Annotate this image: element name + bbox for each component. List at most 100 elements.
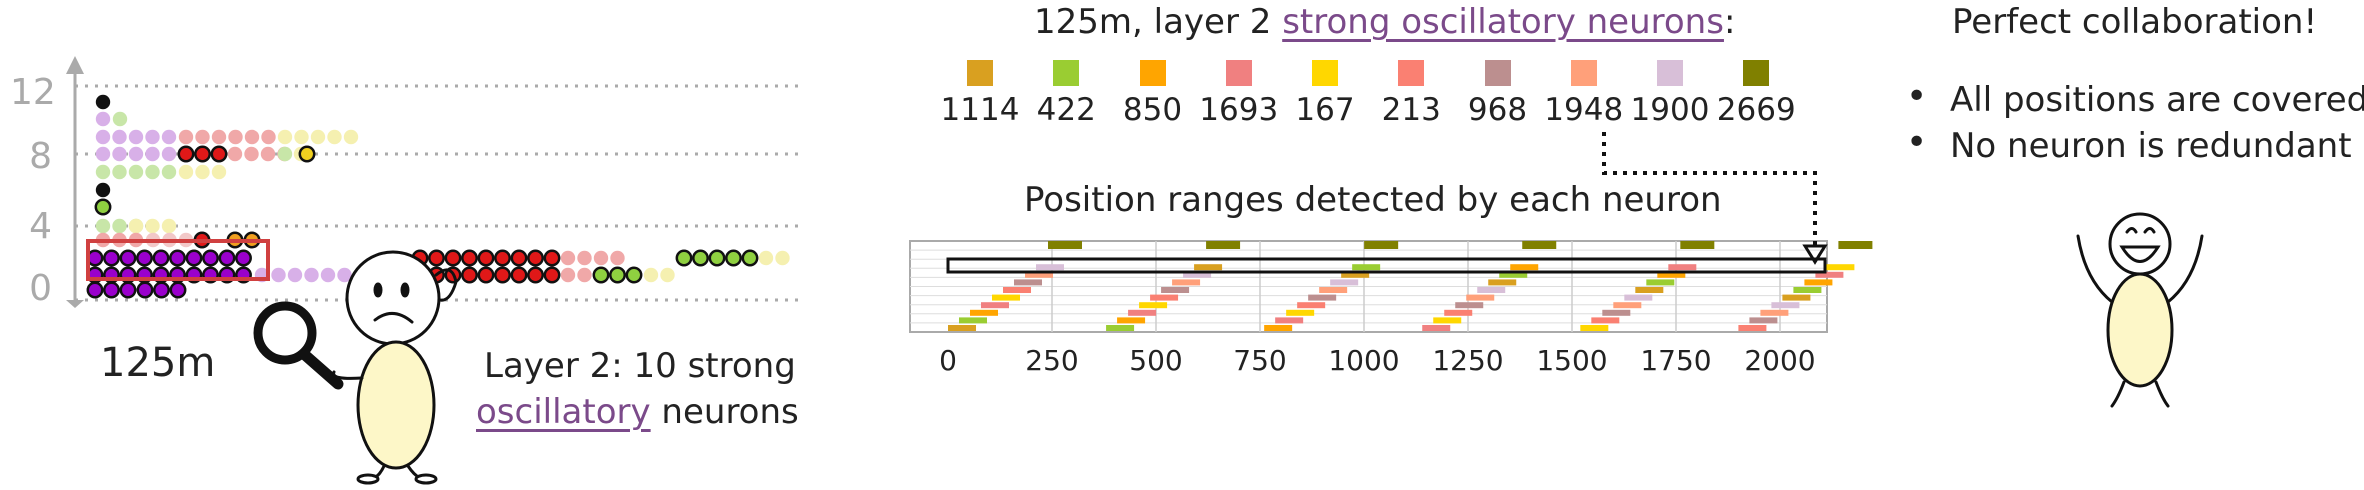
legend-swatch: [1139, 60, 1166, 86]
neuron-dot: [708, 249, 726, 267]
neuron-dot: [112, 218, 127, 234]
range-bar: [1025, 271, 1053, 278]
legend-label: 167: [1295, 92, 1355, 128]
range-bar: [1477, 287, 1506, 293]
neuron-dot: [128, 218, 144, 234]
neuron-dot: [210, 145, 228, 163]
range-bar: [1150, 294, 1179, 301]
range-bar: [1308, 294, 1337, 301]
neuron-dot: [494, 249, 511, 267]
x-tick-label: 2000: [1744, 344, 1816, 377]
neuron-dot: [112, 146, 127, 162]
neuron-dot: [119, 281, 137, 299]
range-bar: [1297, 302, 1326, 309]
neuron-dot: [643, 267, 659, 283]
range-bar: [1014, 279, 1042, 286]
caption-line2: oscillatory neurons: [476, 392, 799, 432]
neuron-dot: [94, 198, 112, 216]
range-bar: [1341, 271, 1370, 278]
y-tick-12: 12: [10, 72, 56, 113]
neuron-dot: [577, 267, 592, 283]
range-chart: [909, 240, 1873, 333]
range-bar: [1657, 271, 1686, 278]
range-bar: [1771, 302, 1800, 309]
neuron-dot: [103, 281, 120, 299]
x-tick-label: 1500: [1536, 344, 1608, 377]
neuron-dot: [461, 249, 478, 267]
range-bar: [1433, 317, 1462, 324]
neuron-dot: [660, 267, 675, 283]
caption-highlight: oscillatory: [476, 392, 651, 432]
neuron-dot: [194, 145, 211, 163]
confused-figure: [332, 250, 458, 485]
range-bar: [1183, 271, 1212, 278]
neuron-dot: [95, 129, 111, 145]
neuron-dot: [310, 129, 326, 145]
neuron-dot: [692, 249, 709, 267]
range-bar-2669: [1838, 241, 1873, 249]
range-bar: [1139, 302, 1168, 309]
range-bar: [959, 317, 987, 324]
legend-swatch: [1657, 60, 1683, 86]
range-bar: [1264, 325, 1293, 331]
neuron-dot: [195, 164, 210, 180]
range-bar: [992, 294, 1020, 301]
y-axis-arrow: [66, 56, 84, 74]
neuron-dot: [477, 266, 495, 284]
legend-label: 2669: [1716, 92, 1796, 128]
neuron-dot: [86, 281, 104, 299]
neuron-dot: [244, 146, 259, 162]
neuron-dot: [152, 249, 170, 267]
neuron-dot: [304, 267, 319, 283]
neuron-dot: [218, 249, 236, 267]
neuron-dot: [95, 182, 111, 198]
range-bar: [948, 325, 976, 331]
neuron-dot: [95, 111, 111, 127]
neuron-dot: [235, 249, 252, 267]
right-title: Perfect collaboration!: [1952, 2, 2318, 42]
neuron-dot: [177, 145, 195, 163]
range-bar: [1591, 317, 1620, 324]
neuron-dot: [128, 129, 144, 145]
range-bar: [1286, 309, 1315, 316]
range-bar-2669: [1364, 241, 1399, 249]
neuron-dot: [103, 249, 120, 267]
left-dot-plot: [66, 56, 800, 308]
neuron-dot: [95, 218, 111, 234]
magnifier-icon: [253, 301, 344, 390]
neuron-dot: [227, 146, 243, 162]
range-bar: [1499, 271, 1528, 278]
y-tick-8: 8: [29, 136, 52, 177]
neuron-dot: [337, 267, 352, 283]
middle-title-suffix: :: [1723, 2, 1736, 42]
range-bar: [1815, 271, 1844, 278]
caption-line1: Layer 2: 10 strong: [484, 346, 796, 386]
neuron-dot: [136, 249, 153, 267]
y-tick-4: 4: [29, 206, 52, 247]
neuron-dot: [145, 218, 160, 234]
neuron-dot: [161, 218, 177, 234]
neuron-dot: [298, 145, 316, 163]
neuron-dot: [741, 249, 759, 267]
neuron-dot: [211, 164, 227, 180]
legend-label: 1693: [1199, 92, 1279, 128]
neuron-dot: [145, 146, 160, 162]
neuron-dot: [95, 164, 111, 180]
neuron-dot: [510, 249, 528, 267]
range-bar: [1172, 279, 1201, 286]
neuron-dot: [112, 111, 128, 127]
range-bar: [1646, 279, 1675, 286]
range-bar-2669: [1522, 241, 1557, 249]
neuron-dot: [461, 266, 478, 284]
neuron-dot: [675, 249, 693, 267]
range-bar: [1455, 302, 1484, 309]
legend-label: 850: [1122, 92, 1183, 128]
neuron-dot: [277, 129, 293, 145]
neuron-dot: [343, 129, 359, 145]
legend-label: 213: [1381, 92, 1441, 128]
neuron-dot: [178, 129, 194, 145]
range-bar: [1352, 264, 1381, 271]
neuron-dot: [112, 129, 127, 145]
neuron-dot: [261, 129, 276, 145]
